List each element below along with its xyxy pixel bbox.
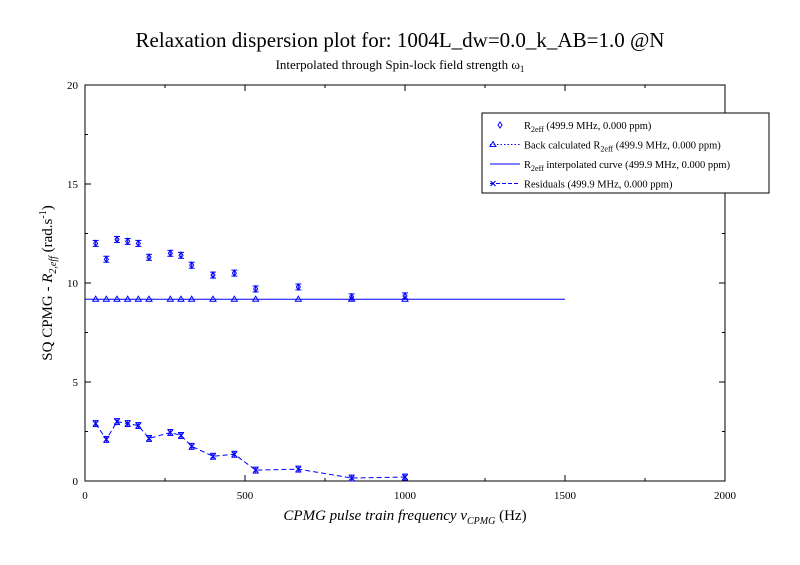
measured-point xyxy=(167,249,173,258)
y-tick-label: 20 xyxy=(67,80,79,92)
legend-entry-back: Back calculated R2eff (499.9 MHz, 0.000 … xyxy=(489,140,721,154)
legend-symbol xyxy=(490,180,496,187)
y-tick-label: 5 xyxy=(73,377,79,389)
resid-point xyxy=(188,443,195,450)
y-tick-label: 10 xyxy=(67,278,79,290)
legend-label: Back calculated R2eff (499.9 MHz, 0.000 … xyxy=(524,141,721,154)
chart-title: Relaxation dispersion plot for: 1004L_dw… xyxy=(136,28,665,52)
measured-point xyxy=(295,283,301,291)
legend-entry-measured: R2eff (499.9 MHz, 0.000 ppm) xyxy=(497,121,652,134)
measured-point xyxy=(135,239,141,248)
legend-entry-interp: R2eff interpolated curve (499.9 MHz, 0.0… xyxy=(490,160,731,173)
resid-point xyxy=(167,429,174,436)
x-tick-label: 1500 xyxy=(554,490,577,502)
resid-point xyxy=(146,435,152,442)
x-tick-label: 1000 xyxy=(394,490,417,502)
legend-symbol xyxy=(497,121,503,129)
legend-box xyxy=(481,112,770,194)
y-tick-label: 15 xyxy=(67,179,79,191)
resid-point xyxy=(135,422,142,429)
chart-subtitle: Interpolated through Spin-lock field str… xyxy=(276,57,525,74)
y-tick-label: 0 xyxy=(73,476,79,488)
legend-label: R2eff interpolated curve (499.9 MHz, 0.0… xyxy=(524,160,731,173)
measured-point xyxy=(231,269,237,278)
legend-entry-resid: Residuals (499.9 MHz, 0.000 ppm) xyxy=(490,180,673,191)
resid-point xyxy=(231,451,238,458)
chart-legend: R2eff (499.9 MHz, 0.000 ppm) Back calcula… xyxy=(481,112,770,194)
x-axis-label: CPMG pulse train frequency νCPMG (Hz) xyxy=(283,508,526,527)
resid-point xyxy=(348,475,355,481)
measured-point xyxy=(146,253,152,262)
y-axis-label: SQ CPMG - R2,eff (rad.s-1) xyxy=(38,205,59,360)
residuals-line xyxy=(95,421,406,479)
resid-point xyxy=(210,453,216,460)
resid-point xyxy=(103,436,110,443)
measured-point xyxy=(125,237,131,246)
resid-point xyxy=(402,474,408,480)
axis-ticks: 0 500 1000 1500 2000 0 5 10 15 20 xyxy=(67,80,737,502)
series-resid xyxy=(92,418,408,482)
data-marks xyxy=(85,235,565,482)
measured-point xyxy=(189,261,195,270)
resid-point xyxy=(92,420,99,427)
x-tick-label: 2000 xyxy=(714,490,737,502)
series-measured xyxy=(92,235,408,301)
legend-label: R2eff (499.9 MHz, 0.000 ppm) xyxy=(524,121,652,134)
measured-point xyxy=(103,255,109,264)
x-tick-label: 500 xyxy=(237,490,254,502)
measured-point xyxy=(93,239,99,248)
legend-label: Residuals (499.9 MHz, 0.000 ppm) xyxy=(524,180,673,191)
x-tick-label: 0 xyxy=(82,490,88,502)
measured-point xyxy=(178,251,184,260)
resid-point xyxy=(114,418,120,425)
legend-symbol xyxy=(489,140,497,147)
measured-point xyxy=(210,271,216,279)
resid-point xyxy=(252,467,259,474)
measured-point xyxy=(114,235,120,244)
resid-point xyxy=(178,432,184,439)
measured-point xyxy=(349,292,355,301)
resid-point xyxy=(295,466,302,473)
resid-point xyxy=(124,420,131,427)
measured-point xyxy=(253,285,259,293)
